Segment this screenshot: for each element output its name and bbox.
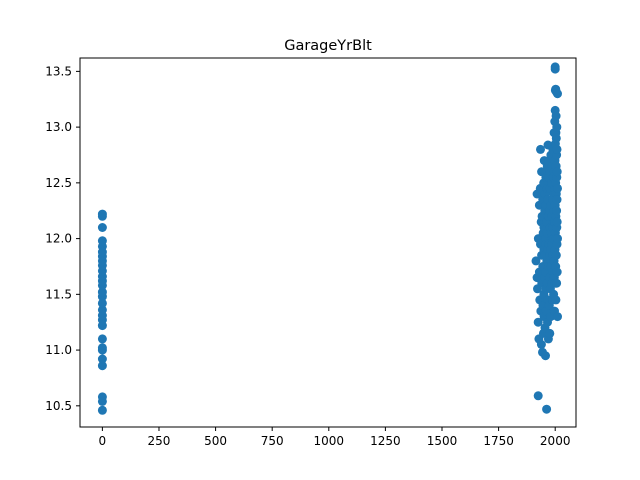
data-point	[551, 111, 561, 121]
data-point	[552, 122, 562, 132]
y-axis: 10.5 11.0 11.5 12.0 12.5 13.0 13.5	[45, 64, 80, 413]
y-tick-label: 11.5	[45, 287, 72, 301]
data-point	[97, 334, 107, 344]
data-point	[97, 223, 107, 232]
data-point	[553, 234, 562, 244]
data-point	[531, 256, 541, 266]
data-point	[97, 305, 107, 315]
data-point	[553, 183, 562, 193]
data-point	[552, 195, 562, 205]
chart-title: GarageYrBlt	[284, 38, 372, 54]
data-point	[536, 340, 546, 349]
data-point	[551, 133, 561, 143]
x-tick-label: 250	[148, 434, 171, 448]
data-point	[542, 404, 552, 414]
x-tick-label: 750	[261, 434, 284, 448]
data-point	[97, 343, 107, 353]
data-point	[551, 250, 561, 260]
data-point	[97, 287, 107, 297]
y-tick-label: 11.0	[45, 343, 72, 357]
x-tick-label: 500	[204, 434, 227, 448]
x-tick-label: 1500	[427, 434, 458, 448]
data-point	[97, 209, 107, 219]
data-point	[552, 144, 562, 154]
data-point	[551, 86, 561, 96]
data-point	[541, 351, 550, 361]
plot-frame	[79, 57, 577, 428]
y-tick-label: 13.0	[45, 120, 72, 134]
x-tick-label: 2000	[540, 434, 571, 448]
data-point	[552, 217, 562, 227]
y-tick-label: 12.0	[45, 232, 72, 246]
data-point	[97, 361, 107, 371]
y-tick-label: 12.5	[45, 176, 72, 190]
data-point	[553, 312, 562, 322]
data-point	[97, 392, 107, 402]
data-point	[533, 391, 543, 401]
x-axis: 0 250 500 750 1000 1250 1500 1750 2000	[99, 427, 571, 448]
x-tick-label: 1000	[314, 434, 345, 448]
y-tick-label: 13.5	[45, 64, 72, 78]
points-layer	[97, 62, 562, 415]
data-point	[552, 167, 562, 177]
data-point	[551, 295, 561, 305]
y-tick-label: 10.5	[45, 399, 72, 413]
data-point	[552, 206, 562, 216]
data-point	[97, 354, 107, 364]
data-point	[97, 405, 107, 415]
data-point	[545, 328, 555, 338]
data-point	[552, 267, 562, 277]
data-point	[97, 298, 107, 308]
data-point	[533, 317, 543, 327]
data-point	[97, 236, 107, 246]
x-tick-label: 0	[99, 434, 107, 448]
x-tick-label: 1750	[483, 434, 514, 448]
x-tick-label: 1250	[370, 434, 401, 448]
data-point	[536, 144, 545, 154]
data-point	[552, 278, 562, 288]
data-point	[550, 62, 560, 72]
